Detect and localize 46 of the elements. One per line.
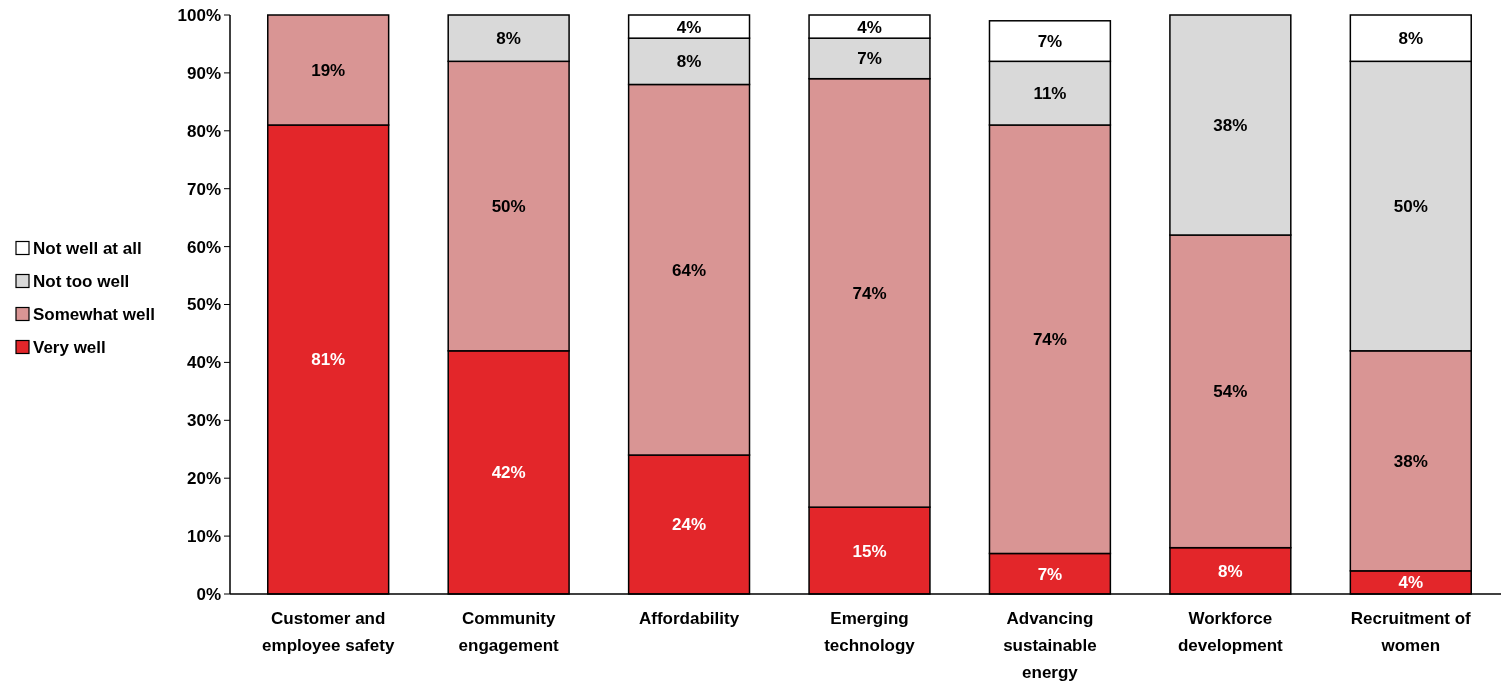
- y-tick-label: 100%: [177, 5, 221, 25]
- data-label: 81%: [311, 350, 346, 370]
- y-tick-label: 30%: [186, 411, 221, 431]
- x-tick-label: Advancing sustainable energy: [1003, 609, 1097, 682]
- data-label: 64%: [672, 260, 707, 280]
- x-tick-label: Emerging technology: [824, 609, 916, 655]
- data-label: 74%: [1032, 330, 1067, 350]
- y-tick-label: 0%: [196, 584, 221, 604]
- data-label: 50%: [1393, 197, 1428, 217]
- data-label: 7%: [1037, 564, 1063, 584]
- data-label: 4%: [1398, 573, 1424, 593]
- x-tick-label: Customer and employee safety: [262, 609, 395, 655]
- data-label: 19%: [311, 60, 346, 80]
- data-label: 4%: [676, 17, 702, 37]
- data-label: 8%: [1398, 29, 1424, 49]
- data-label: 15%: [852, 541, 887, 561]
- y-tick-label: 40%: [186, 353, 221, 373]
- y-tick-label: 90%: [186, 63, 221, 83]
- x-tick-label: Recruitment of women: [1350, 609, 1472, 655]
- y-tick-label: 80%: [186, 121, 221, 141]
- x-tick-label: Community engagement: [458, 609, 560, 655]
- data-label: 50%: [491, 197, 526, 217]
- data-label: 24%: [672, 515, 707, 535]
- y-tick-label: 20%: [186, 469, 221, 489]
- y-tick-label: 60%: [186, 237, 221, 257]
- legend-label: Somewhat well: [33, 305, 155, 325]
- data-label: 7%: [857, 49, 882, 69]
- data-label: 42%: [491, 463, 526, 483]
- data-label: 74%: [852, 283, 887, 303]
- data-label: 4%: [857, 17, 882, 37]
- x-tick-label: Workforce development: [1177, 609, 1284, 655]
- legend-label: Not too well: [33, 272, 130, 292]
- data-label: 7%: [1037, 32, 1063, 52]
- data-label: 54%: [1213, 382, 1248, 402]
- data-label: 38%: [1213, 115, 1248, 135]
- data-label: 8%: [1218, 561, 1243, 581]
- x-tick-label: Affordability: [639, 609, 740, 628]
- y-tick-label: 10%: [186, 527, 221, 547]
- data-label: 8%: [496, 29, 521, 49]
- legend-label: Very well: [33, 338, 106, 358]
- y-tick-label: 50%: [186, 295, 221, 315]
- data-label: 8%: [676, 52, 702, 72]
- y-tick-label: 70%: [186, 179, 221, 199]
- data-label: 38%: [1393, 451, 1428, 471]
- legend-label: Not well at all: [33, 239, 142, 259]
- data-label: 11%: [1033, 84, 1067, 104]
